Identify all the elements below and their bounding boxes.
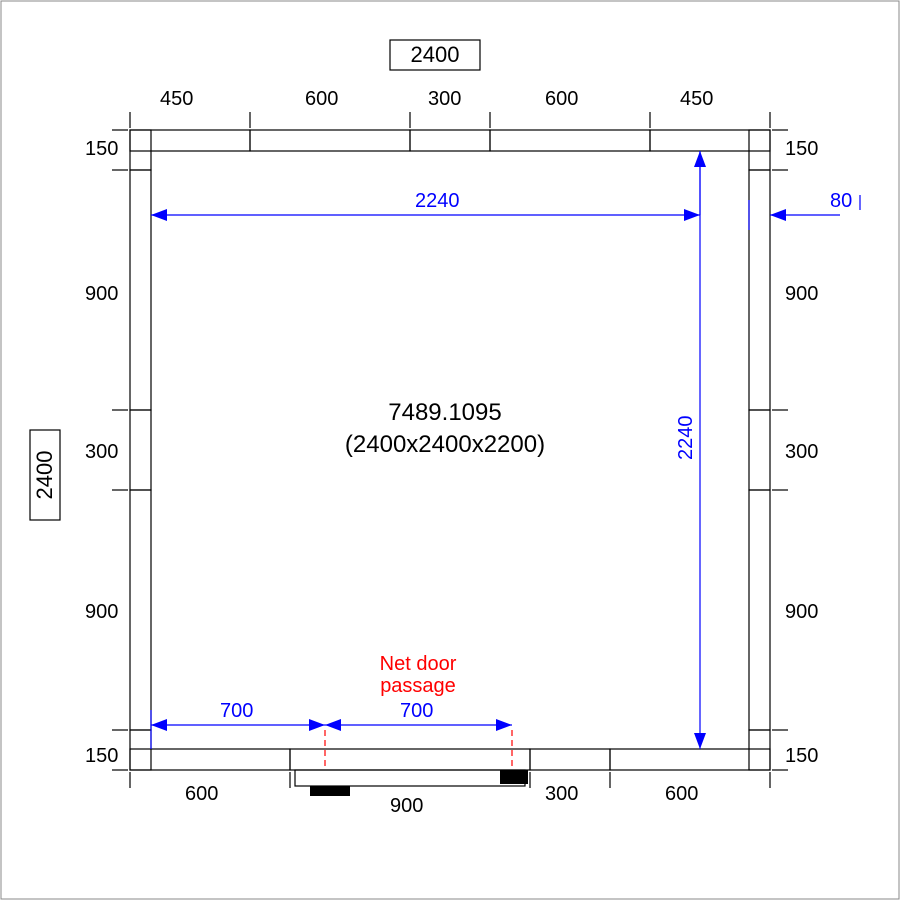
dim-right-1: 150: [785, 138, 818, 160]
panel-left-3: [130, 410, 151, 490]
inner-height-dimension: 2240: [675, 151, 706, 749]
dim-left-1: 150: [85, 138, 118, 160]
panel-right-2: [749, 170, 770, 410]
panel-top-4: [490, 130, 650, 151]
overall-width-label: 2400: [411, 42, 460, 67]
panel-right-4: [749, 490, 770, 730]
door-label-2: passage: [380, 675, 456, 697]
panel-left-1: [130, 130, 151, 170]
door-label-1: Net door: [380, 653, 457, 675]
panel-left-4: [130, 490, 151, 730]
dim-right-3: 300: [785, 441, 818, 463]
floor-plan-drawing: 2400 2400 450 600 300 600 450 600 900 30…: [0, 0, 900, 900]
dim-top-4: 600: [545, 88, 578, 110]
panel-top-1: [130, 130, 250, 151]
dim-bottom-3: 300: [545, 783, 578, 805]
dim-left-3: 300: [85, 441, 118, 463]
dim-left-4: 900: [85, 601, 118, 623]
panel-bottom-2-door: [290, 749, 530, 770]
panel-right-3: [749, 410, 770, 490]
door-offset-label: 700: [220, 700, 253, 722]
door-offset-dimension: 700: [151, 700, 325, 731]
panel-bottom-4: [610, 749, 770, 770]
dim-top-5: 450: [680, 88, 713, 110]
wall-thickness-dimension: 80: [749, 190, 860, 230]
dim-top-2: 600: [305, 88, 338, 110]
model-number: 7489.1095: [388, 399, 501, 426]
dim-right-4: 900: [785, 601, 818, 623]
dim-top-1: 450: [160, 88, 193, 110]
dim-top-3: 300: [428, 88, 461, 110]
door-width-label: 700: [400, 700, 433, 722]
panel-right-1: [749, 130, 770, 170]
door-hinge: [310, 786, 350, 796]
panel-top-5: [650, 130, 770, 151]
panel-left-2: [130, 170, 151, 410]
dim-bottom-1: 600: [185, 783, 218, 805]
dim-bottom-2: 900: [390, 795, 423, 817]
panel-top-3: [410, 130, 490, 151]
door-handle: [500, 770, 528, 784]
dim-left-5: 150: [85, 745, 118, 767]
door: [295, 730, 528, 796]
dim-right-5: 150: [785, 745, 818, 767]
dim-left-2: 900: [85, 283, 118, 305]
door-width-dimension: 700: [325, 700, 512, 731]
dim-right-2: 900: [785, 283, 818, 305]
panel-bottom-3: [530, 749, 610, 770]
dimensions-text: (2400x2400x2200): [345, 431, 545, 458]
door-frame: [295, 770, 525, 786]
inner-width-label: 2240: [415, 190, 460, 212]
panel-bottom-1: [130, 749, 290, 770]
panel-top-2: [250, 130, 410, 151]
wall-thickness-label: 80: [830, 190, 852, 212]
panel-right-5: [749, 730, 770, 770]
panel-left-5: [130, 730, 151, 770]
overall-height-label: 2400: [32, 451, 57, 500]
inner-width-dimension: 2240: [151, 151, 700, 221]
dim-bottom-4: 600: [665, 783, 698, 805]
inner-height-label: 2240: [675, 416, 697, 461]
